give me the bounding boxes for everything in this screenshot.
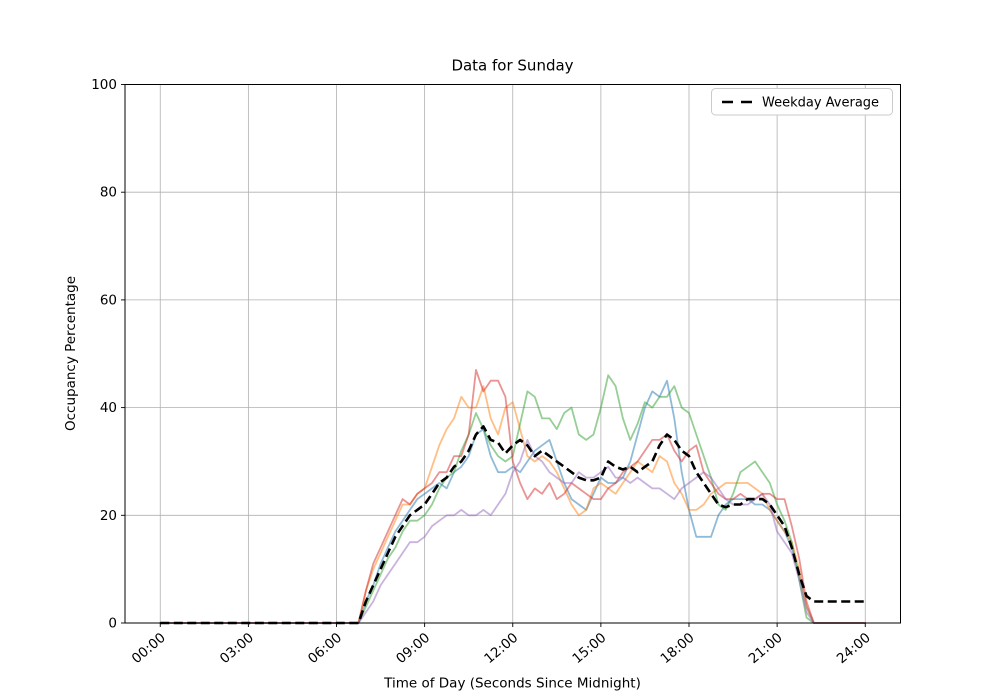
x-tick-label: 24:00 [834,630,874,667]
legend: Weekday Average [711,88,893,116]
y-tick-label: 20 [100,508,117,524]
legend-label: Weekday Average [762,96,879,111]
x-tick-label: 09:00 [393,630,433,667]
x-tick-label: 12:00 [481,630,521,667]
grid-lines [125,84,901,624]
x-tick-label: 03:00 [217,630,257,667]
axis-ticks-and-labels: 00:00 03:00 06:00 09:00 12:00 15:00 18:00 21:00… [91,77,874,667]
x-axis-label: Time of Day (Seconds Since Midnight) [383,676,641,692]
y-tick-label: 60 [100,292,117,308]
x-tick-label: 18:00 [657,630,697,667]
y-tick-label: 80 [100,185,117,201]
x-tick-label: 15:00 [569,630,609,667]
legend-box [711,88,893,116]
y-tick-label: 0 [108,616,117,632]
y-tick-label: 100 [91,77,117,93]
x-tick-label: 21:00 [746,630,786,667]
y-axis-label: Occupancy Percentage [63,276,79,431]
y-tick-label: 40 [100,400,117,416]
chart-title: Data for Sunday [451,57,573,75]
weekday-average-line [160,425,866,625]
x-tick-label: 00:00 [129,630,169,667]
x-tick-label: 06:00 [305,630,345,667]
